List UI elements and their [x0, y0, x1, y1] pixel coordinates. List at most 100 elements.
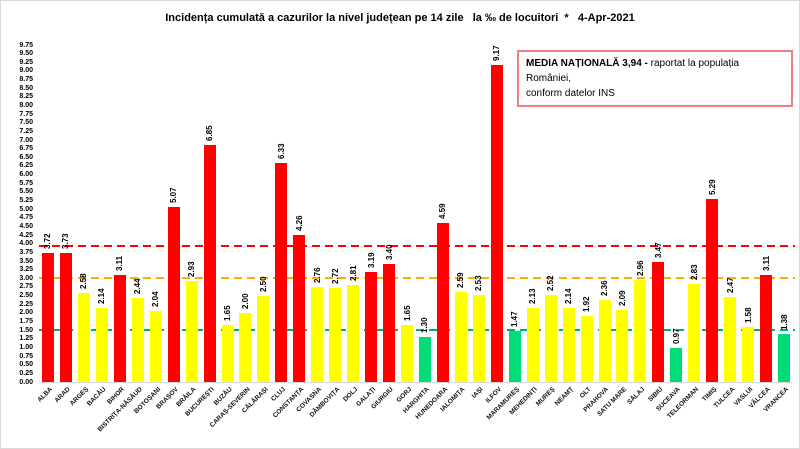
bar-value-label: 2.13	[528, 288, 538, 305]
x-axis-category-label: BACĂU	[86, 386, 108, 408]
bar	[526, 308, 539, 382]
bar	[436, 223, 449, 382]
y-axis-tick-label: 2.75	[19, 283, 33, 291]
y-axis-tick-label: 7.50	[19, 119, 33, 127]
bar	[724, 296, 737, 382]
bar	[131, 297, 144, 382]
threshold-line-national-average	[39, 244, 795, 247]
bar-value-label: 2.81	[348, 265, 358, 281]
bar-value-label: 2.47	[725, 277, 735, 293]
bar-value-label: 2.14	[97, 288, 107, 305]
y-axis-tick-label: 3.25	[19, 266, 33, 274]
bar	[221, 324, 234, 382]
y-axis-tick-label: 0.25	[19, 369, 33, 377]
y-axis-tick-label: 6.50	[19, 153, 33, 161]
bar-value-label: 2.76	[312, 267, 322, 283]
x-axis-category-label: IAȘI	[470, 386, 485, 400]
national-average-value: MEDIA NAȚIONALĂ 3,94 -	[526, 58, 651, 69]
y-axis-tick-label: 2.50	[19, 292, 33, 300]
y-axis-tick-label: 1.50	[19, 326, 33, 334]
bar	[544, 294, 557, 382]
bar-value-label: 2.00	[240, 293, 250, 309]
y-axis-tick-label: 3.75	[19, 248, 33, 256]
y-axis-tick-label: 3.50	[19, 257, 33, 265]
y-axis-tick-label: 8.75	[19, 76, 33, 84]
bar-value-label: 9.17	[492, 45, 502, 62]
y-axis-tick-label: 9.75	[19, 41, 33, 49]
y-axis-tick-label: 2.00	[19, 309, 33, 317]
x-axis-category-label: SĂLAJ	[626, 386, 647, 407]
bar-value-label: 4.59	[438, 203, 448, 220]
bar-value-label: 6.85	[205, 125, 215, 142]
y-axis-tick-label: 4.75	[19, 214, 33, 222]
bar	[383, 264, 396, 382]
chart-title: Incidența cumulată a cazurilor la nivel …	[165, 12, 635, 24]
bar-value-label: 2.59	[456, 272, 466, 289]
threshold-line-red-zone	[39, 277, 795, 280]
y-axis-tick-label: 8.50	[19, 84, 33, 92]
bar	[149, 311, 162, 382]
bar	[454, 292, 467, 382]
x-axis-baseline	[39, 382, 793, 383]
bar-value-label: 1.58	[743, 307, 753, 324]
bar	[706, 199, 719, 382]
bar-value-label: 1.92	[582, 296, 592, 312]
bar-value-label: 3.73	[61, 233, 71, 250]
bar-value-label: 4.26	[294, 215, 304, 231]
bar-value-label: 2.96	[635, 260, 645, 276]
bar-value-label: 1.65	[402, 305, 412, 321]
bar	[418, 337, 431, 382]
y-axis-tick-label: 0.75	[19, 352, 33, 360]
y-axis-tick-label: 1.00	[19, 343, 33, 351]
y-axis-tick-label: 9.00	[19, 67, 33, 75]
bar	[401, 324, 414, 382]
bar-value-label: 5.29	[707, 179, 717, 196]
bar-value-label: 2.83	[689, 264, 699, 281]
y-axis-tick-label: 2.25	[19, 300, 33, 308]
y-axis-tick-label: 4.50	[19, 222, 33, 230]
bar	[275, 163, 288, 382]
y-axis-tick-label: 5.50	[19, 188, 33, 196]
bar-value-label: 3.47	[653, 242, 663, 259]
bar-value-label: 0.97	[671, 328, 681, 345]
bar	[293, 234, 306, 382]
bar	[347, 284, 360, 382]
bar-value-label: 2.58	[79, 273, 89, 289]
bar-value-label: 5.07	[169, 187, 179, 203]
x-axis-category-label: NEAMȚ	[553, 386, 575, 408]
bar	[77, 292, 90, 382]
bar-value-label: 3.19	[366, 252, 376, 268]
y-axis-tick-label: 0.50	[19, 361, 33, 369]
bar-value-label: 3.72	[43, 233, 53, 250]
bar-value-label: 2.52	[546, 275, 556, 291]
y-axis-tick-label: 9.25	[19, 58, 33, 66]
bar-value-label: 2.53	[474, 274, 484, 291]
y-axis-tick-label: 3.00	[19, 274, 33, 282]
bar	[59, 253, 72, 382]
y-axis-tick-label: 7.75	[19, 110, 33, 118]
bar-value-label: 2.72	[330, 268, 340, 284]
y-axis-tick-label: 7.25	[19, 127, 33, 135]
y-axis-tick-label: 6.00	[19, 171, 33, 179]
y-axis-tick-label: 0.00	[19, 378, 33, 386]
national-average-line2: conform datelor INS	[526, 88, 615, 99]
bar-value-label: 3.11	[115, 255, 125, 271]
bar	[311, 286, 324, 382]
bar	[365, 271, 378, 382]
bar-value-label: 1.47	[510, 311, 520, 328]
bar	[580, 315, 593, 382]
bar-value-label: 6.33	[276, 143, 286, 160]
bar	[688, 284, 701, 382]
bar	[490, 65, 503, 382]
y-axis-tick-label: 8.00	[19, 101, 33, 109]
bar	[329, 287, 342, 382]
y-axis-tick-label: 8.25	[19, 93, 33, 101]
bar	[95, 308, 108, 382]
bar-value-label: 1.38	[779, 314, 789, 331]
bar-value-label: 3.40	[384, 244, 394, 261]
bar-value-label: 3.11	[761, 255, 771, 271]
bar	[508, 331, 521, 382]
bar	[634, 279, 647, 382]
x-axis-category-label: OLT	[578, 386, 593, 400]
